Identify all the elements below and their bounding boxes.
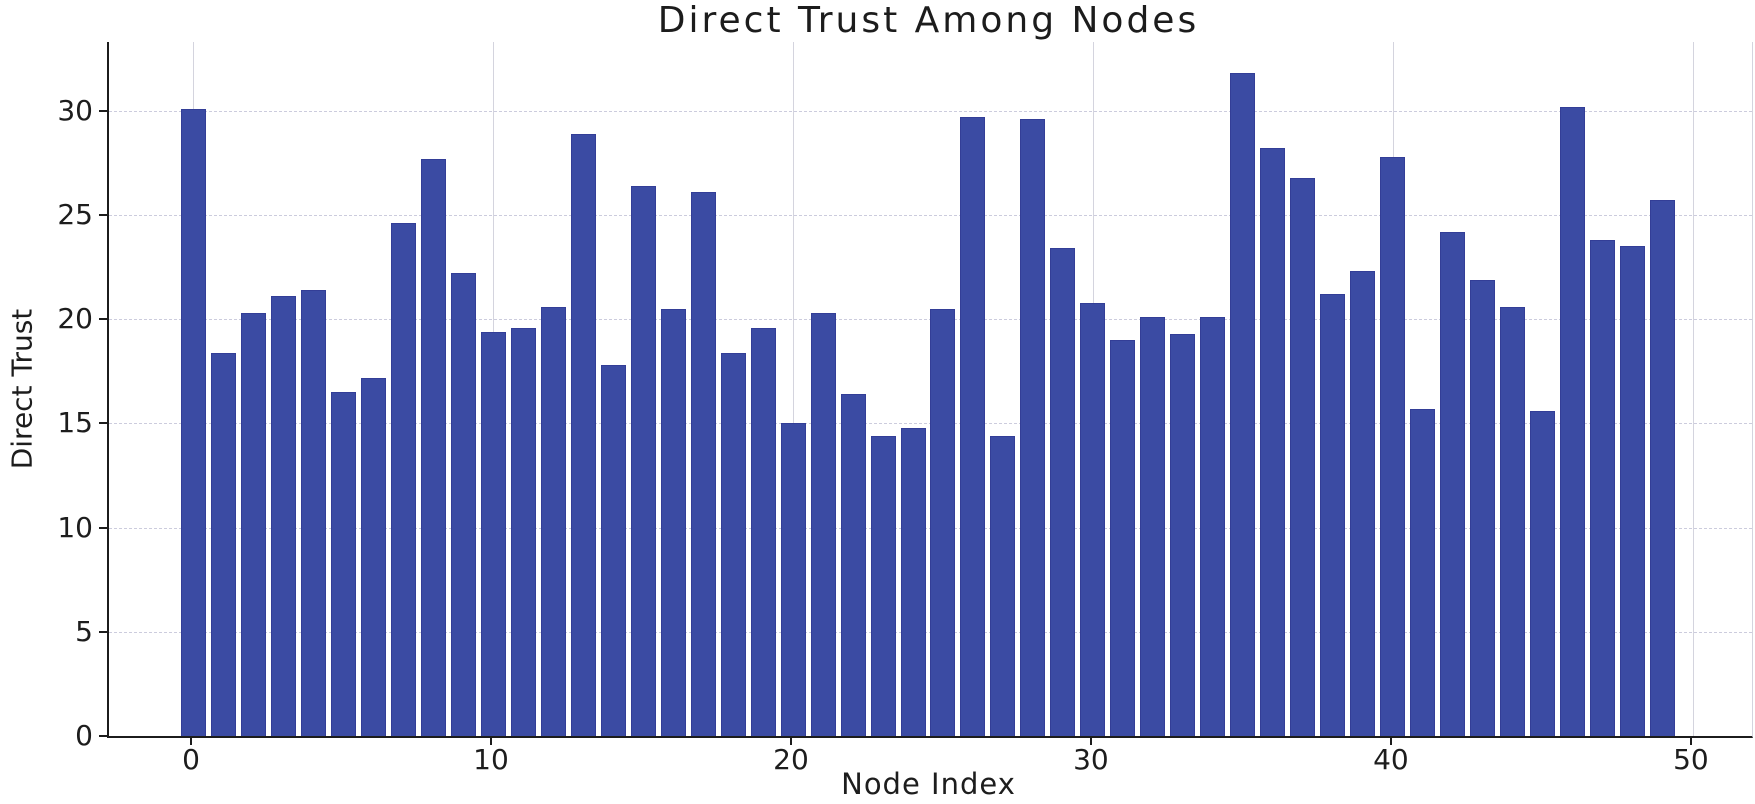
- bar-node-43: [1470, 279, 1496, 736]
- y-tick-mark: [99, 109, 107, 112]
- y-tick-mark: [99, 526, 107, 529]
- bar-node-30: [1080, 302, 1106, 736]
- bar-node-38: [1320, 294, 1346, 736]
- y-tick-mark: [99, 318, 107, 321]
- bar-node-28: [1020, 119, 1046, 736]
- bar-node-16: [660, 308, 686, 736]
- bar-node-22: [840, 394, 866, 736]
- bar-node-32: [1140, 317, 1166, 736]
- bar-node-13: [570, 133, 596, 736]
- y-tick-label: 15: [57, 406, 93, 440]
- bar-node-49: [1650, 200, 1676, 736]
- bar-node-26: [960, 117, 986, 736]
- bar-node-19: [750, 327, 776, 736]
- bar-node-39: [1350, 271, 1376, 736]
- bar-node-24: [900, 427, 926, 736]
- x-tick-label: 0: [182, 743, 200, 776]
- x-tick-label: 30: [1073, 743, 1109, 776]
- x-tick-label: 10: [473, 743, 509, 776]
- bar-node-14: [600, 365, 626, 736]
- y-tick-label: 30: [57, 93, 93, 127]
- x-tick-label: 50: [1673, 743, 1709, 776]
- bar-node-31: [1110, 340, 1136, 736]
- y-tick-mark: [99, 735, 107, 737]
- bar-node-2: [240, 312, 266, 736]
- bar-node-1: [210, 352, 236, 736]
- x-axis-label: Node Index: [841, 767, 1016, 801]
- y-tick-label: 25: [57, 198, 93, 231]
- x-tick-label: 20: [773, 743, 809, 776]
- bar-node-0: [180, 108, 206, 736]
- bar-node-41: [1410, 408, 1436, 736]
- bar-node-40: [1380, 156, 1406, 736]
- bar-node-25: [930, 308, 956, 736]
- bar-node-36: [1260, 148, 1286, 736]
- bar-node-27: [990, 435, 1016, 736]
- bar-node-21: [810, 312, 836, 736]
- bar-node-42: [1440, 231, 1466, 736]
- x-gridline: [793, 42, 794, 736]
- plot-area: [107, 42, 1753, 738]
- bar-node-10: [480, 331, 506, 736]
- y-tick-label: 5: [75, 614, 93, 648]
- y-tick-mark: [99, 630, 107, 633]
- y-tick-mark: [99, 422, 107, 425]
- bar-node-29: [1050, 248, 1076, 736]
- x-tick-mark: [190, 738, 192, 745]
- y-tick-label: 0: [75, 719, 93, 752]
- bar-node-12: [540, 306, 566, 736]
- bar-node-3: [270, 296, 296, 736]
- bar-node-20: [780, 423, 806, 736]
- bar-node-11: [510, 327, 536, 736]
- bar-node-15: [630, 185, 656, 736]
- bar-node-6: [360, 377, 386, 736]
- bar-node-17: [690, 192, 716, 736]
- chart-title: Direct Trust Among Nodes: [657, 0, 1200, 41]
- bar-node-4: [300, 290, 326, 736]
- y-tick-label: 10: [57, 510, 93, 544]
- x-tick-mark: [1089, 738, 1092, 745]
- bar-node-8: [420, 158, 446, 736]
- bar-node-44: [1500, 306, 1526, 736]
- bar-node-46: [1560, 106, 1586, 736]
- bar-node-7: [390, 223, 416, 736]
- bar-node-33: [1170, 333, 1196, 736]
- bar-node-48: [1620, 246, 1646, 736]
- x-tick-label: 40: [1373, 743, 1409, 776]
- bar-node-34: [1200, 317, 1226, 736]
- y-gridline: [109, 110, 1752, 112]
- x-tick-mark: [1389, 738, 1392, 745]
- bar-node-37: [1290, 177, 1316, 736]
- bar-node-9: [450, 273, 476, 736]
- x-gridline: [1692, 42, 1694, 736]
- bar-node-45: [1530, 410, 1556, 736]
- y-tick-mark: [99, 214, 107, 216]
- y-tick-label: 20: [57, 302, 93, 336]
- x-tick-mark: [790, 738, 792, 745]
- x-tick-mark: [1689, 738, 1692, 745]
- bar-node-35: [1230, 73, 1256, 736]
- bar-node-18: [720, 352, 746, 736]
- bar-node-47: [1590, 240, 1616, 736]
- y-gridline: [109, 215, 1752, 216]
- bar-node-5: [330, 392, 356, 736]
- bar-node-23: [870, 435, 896, 736]
- x-tick-mark: [490, 738, 492, 745]
